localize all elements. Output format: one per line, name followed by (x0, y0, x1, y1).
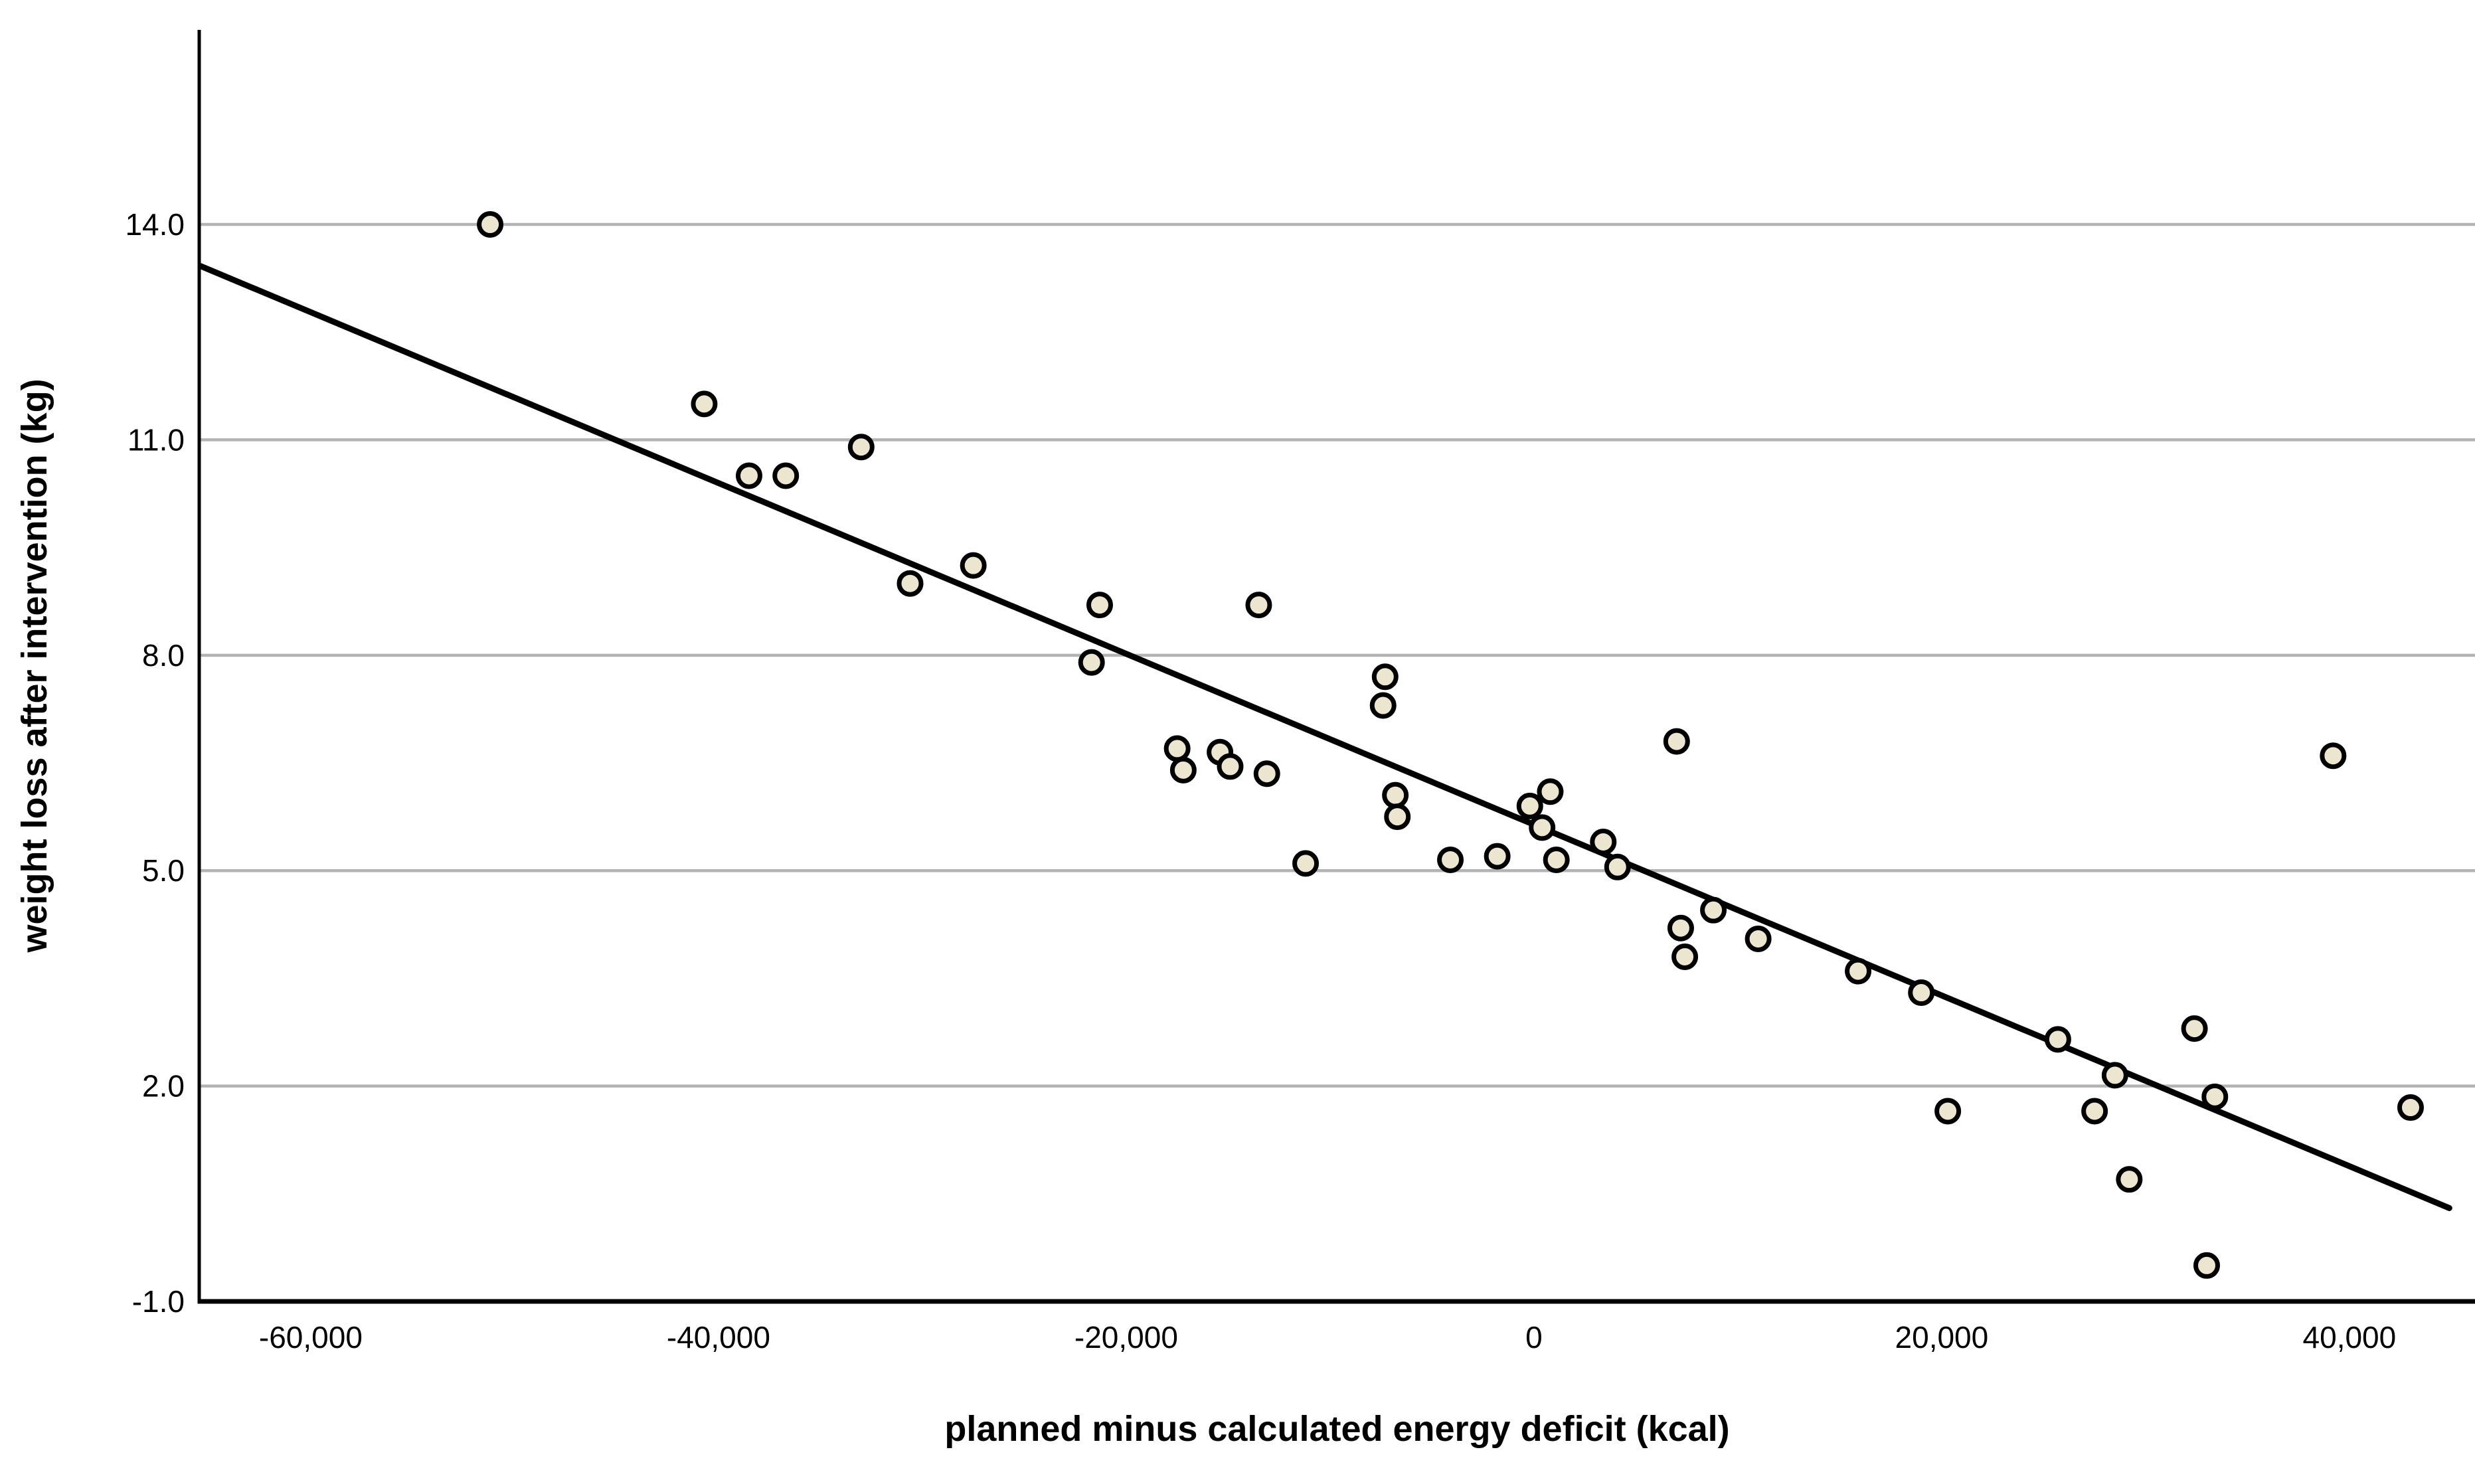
data-point (1537, 778, 1564, 805)
data-point (1437, 846, 1464, 873)
x-tick-label: -60,000 (259, 1320, 363, 1355)
x-tick-label: 20,000 (1895, 1320, 1989, 1355)
data-point (1253, 760, 1280, 787)
data-point (2181, 1015, 2208, 1042)
data-point (1382, 782, 1409, 809)
data-point (1371, 663, 1399, 691)
data-point (1529, 814, 1556, 841)
data-point (1484, 843, 1511, 870)
data-point (735, 462, 762, 489)
data-point (2101, 1062, 2128, 1089)
data-point (1745, 925, 1772, 952)
data-point (2193, 1252, 2220, 1279)
data-point (2397, 1094, 2424, 1121)
y-tick-label: 14.0 (125, 207, 185, 242)
data-point (1543, 846, 1570, 873)
data-point (772, 462, 800, 489)
regression-line (197, 263, 2452, 1211)
data-point (2320, 742, 2347, 770)
data-point (1934, 1098, 1962, 1125)
data-point (1086, 592, 1114, 619)
x-tick-label: -20,000 (1074, 1320, 1178, 1355)
data-point (1163, 735, 1191, 762)
data-point (1700, 896, 1727, 924)
y-tick-label: 11.0 (128, 422, 185, 457)
y-axis-title: weight loss after intervention (kg) (15, 378, 54, 953)
data-point (1384, 803, 1411, 831)
data-point (1590, 828, 1617, 855)
data-point (1908, 979, 1935, 1007)
data-point (1078, 649, 1105, 676)
y-tick-label: -1.0 (132, 1284, 185, 1319)
data-point (2044, 1026, 2071, 1053)
y-tick-labels-group: -1.0 2.0 5.0 8.0 11.0 14.0 (125, 207, 185, 1319)
data-point (1369, 692, 1397, 719)
data-point (1169, 756, 1197, 783)
data-point (1667, 914, 1694, 942)
data-point (2116, 1166, 2143, 1193)
data-point (1516, 792, 1543, 819)
data-point (1604, 853, 1631, 880)
x-tick-label: 0 (1525, 1320, 1543, 1355)
data-points-group (477, 211, 2424, 1279)
data-point (477, 211, 504, 238)
data-point (1845, 957, 1872, 985)
data-point (1217, 753, 1244, 780)
data-point (847, 434, 875, 461)
y-tick-label: 2.0 (142, 1069, 185, 1104)
axes-group (197, 30, 2475, 1304)
data-point (896, 570, 924, 597)
x-tick-label: 40,000 (2303, 1320, 2397, 1355)
data-point (1292, 850, 1320, 877)
x-tick-labels-group: -60,000 -40,000 -20,000 0 20,000 40,000 (259, 1320, 2396, 1355)
fit-line-group (197, 263, 2452, 1211)
data-point (2201, 1083, 2229, 1110)
data-point (2081, 1098, 2108, 1125)
data-point (960, 552, 987, 579)
data-point (1245, 592, 1272, 619)
data-point (691, 390, 718, 418)
y-tick-label: 8.0 (142, 638, 185, 673)
gridlines-group (199, 222, 2475, 1088)
y-tick-label: 5.0 (142, 853, 185, 888)
x-axis-title: planned minus calculated energy deficit … (944, 1409, 1729, 1449)
data-point (1663, 728, 1690, 755)
data-point (1671, 943, 1699, 970)
x-tick-label: -40,000 (667, 1320, 770, 1355)
